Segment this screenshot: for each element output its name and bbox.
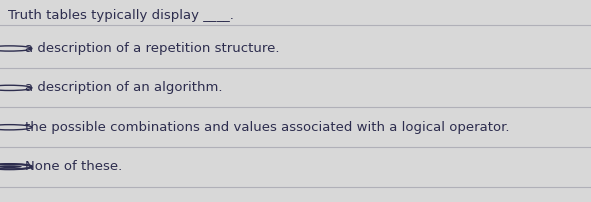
Text: a description of a repetition structure.: a description of a repetition structure. (25, 42, 280, 55)
Text: the possible combinations and values associated with a logical operator.: the possible combinations and values ass… (25, 121, 509, 134)
Ellipse shape (0, 165, 22, 168)
Text: None of these.: None of these. (25, 160, 122, 173)
Text: Truth tables typically display ____.: Truth tables typically display ____. (8, 9, 233, 22)
Text: a description of an algorithm.: a description of an algorithm. (25, 81, 222, 94)
